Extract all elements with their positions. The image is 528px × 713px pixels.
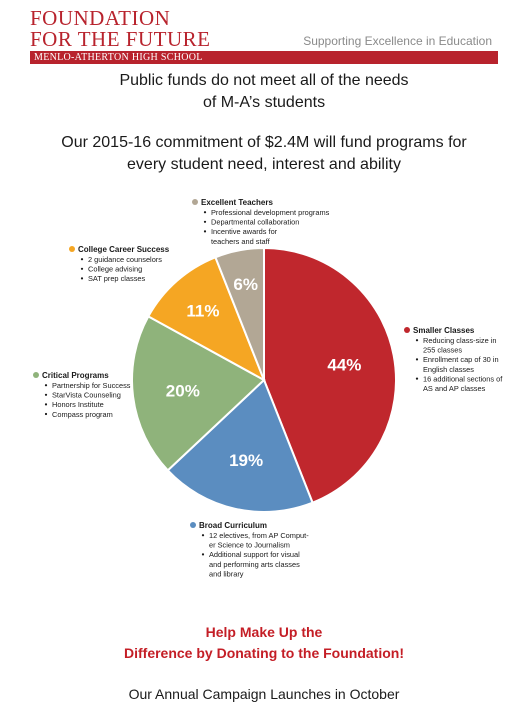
header-bar: MENLO-ATHERTON HIGH SCHOOL <box>30 51 498 64</box>
intro-heading: Public funds do not meet all of the need… <box>0 70 528 114</box>
callout-bullet-text: College advising <box>88 265 142 274</box>
legend-marker <box>69 246 75 252</box>
pie-slice-excellent-teachers <box>214 246 265 381</box>
callout-title: College Career Success <box>78 245 170 254</box>
logo-foundation: FOUNDATION <box>30 6 171 30</box>
commitment-heading: Our 2015-16 commitment of $2.4M will fun… <box>0 132 528 176</box>
bullet-marker <box>44 393 48 396</box>
callout-bullet-text: Incentive awards for <box>211 227 278 236</box>
school-name: MENLO-ATHERTON HIGH SCHOOL <box>34 52 203 63</box>
tagline: Supporting Excellence in Education <box>303 34 492 48</box>
callout-bullet-text: 12 electives, from AP Comput- <box>209 531 309 540</box>
callout-bullet-text: Reducing class-size in <box>423 336 497 345</box>
bullet-marker <box>80 267 84 270</box>
callout-title: Smaller Classes <box>413 326 475 335</box>
bullet-marker <box>203 211 207 214</box>
callout-bullet-text: Honors Institute <box>52 400 104 409</box>
callout-bullet-text: 255 classes <box>423 346 462 355</box>
pie-slice-broad-curriculum <box>166 378 314 513</box>
cta-line-1: Help Make Up the <box>205 624 323 640</box>
callout-bullet-text: er Science to Journalism <box>209 541 290 550</box>
intro-line-1: Public funds do not meet all of the need… <box>119 72 409 89</box>
callout-title: Excellent Teachers <box>201 198 273 207</box>
pie-slice-smaller-classes <box>263 246 397 505</box>
bullet-marker <box>415 358 419 361</box>
pie-value-label-college-career-success: 11% <box>186 302 219 321</box>
intro-line-4: every student need, interest and ability <box>127 156 401 173</box>
bullet-marker <box>44 403 48 406</box>
callout-bullet-text: and performing arts classes <box>209 560 300 569</box>
campaign-launch: Our Annual Campaign Launches in October <box>128 686 400 702</box>
bullet-marker <box>80 277 84 280</box>
callout-title: Broad Curriculum <box>199 521 267 530</box>
callout-bullet-text: Compass program <box>52 410 113 419</box>
callout-bullet-text: Departmental collaboration <box>211 218 299 227</box>
callout-bullet-text: Additional support for visual <box>209 550 300 559</box>
callout-bullet-text: AS and AP classes <box>423 384 486 393</box>
pie-value-label-broad-curriculum: 19% <box>229 451 263 470</box>
callout-bullet-text: Enrollment cap of 30 in <box>423 355 499 364</box>
callout-title: Critical Programs <box>42 371 109 380</box>
callout-bullet-text: Professional development programs <box>211 208 330 217</box>
logo-for-the-future: FOR THE FUTURE <box>30 27 211 51</box>
pie-value-label-smaller-classes: 44% <box>327 356 361 375</box>
bullet-marker <box>80 258 84 261</box>
bullet-marker <box>415 339 419 342</box>
callout-bullet-text: 16 additional sections of <box>423 374 503 383</box>
pie-slice-critical-programs <box>131 315 266 472</box>
callout-bullet-text: SAT prep classes <box>88 274 146 283</box>
bullet-marker <box>44 384 48 387</box>
bullet-marker <box>203 230 207 233</box>
legend-marker <box>192 199 198 205</box>
callout-bullet-text: English classes <box>423 365 474 374</box>
pie-slice-college-career-success <box>146 255 266 383</box>
intro-line-3: Our 2015-16 commitment of $2.4M will fun… <box>61 134 467 151</box>
bullet-marker <box>203 220 207 223</box>
legend-marker <box>33 372 39 378</box>
bullet-marker <box>201 534 205 537</box>
legend-marker <box>404 327 410 333</box>
intro-line-2: of M-A’s students <box>202 94 326 111</box>
bullet-marker <box>201 553 205 556</box>
bullet-marker <box>415 377 419 380</box>
pie-value-label-critical-programs: 20% <box>166 381 200 400</box>
callout-bullet-text: StarVista Counseling <box>52 391 121 400</box>
callout-bullet-text: Partnership for Success <box>52 381 131 390</box>
cta-line-2: Difference by Donating to the Foundation… <box>124 645 404 661</box>
callout-bullet-text: teachers and staff <box>211 237 271 246</box>
bullet-marker <box>44 412 48 416</box>
pie-value-label-excellent-teachers: 6% <box>233 275 258 294</box>
callout-bullet-text: and library <box>209 569 244 578</box>
callout-bullet-text: 2 guidance counselors <box>88 255 162 264</box>
legend-marker <box>190 522 196 528</box>
